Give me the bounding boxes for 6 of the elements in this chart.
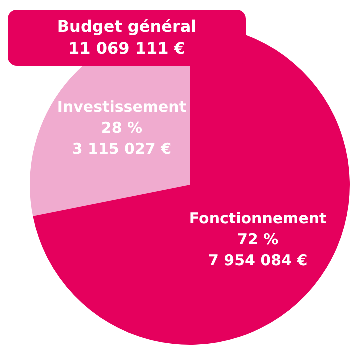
chart-title: Budget général — [56, 16, 198, 38]
slice-label: Investissement — [57, 98, 187, 116]
data-label: 28 % 3 115 027 € — [72, 119, 172, 158]
data-label: 72 % 7 954 084 € — [208, 230, 308, 270]
chart-subtitle: 11 069 111 € — [68, 38, 186, 60]
slice-label: Fonctionnement — [189, 210, 327, 228]
